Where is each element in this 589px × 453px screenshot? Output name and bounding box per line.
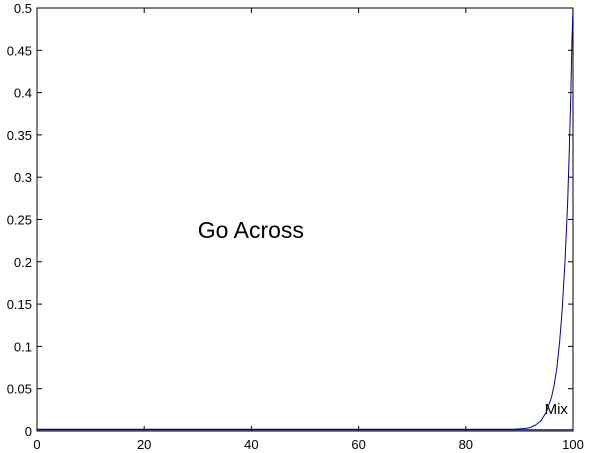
annotation-mix: Mix [545, 401, 569, 418]
annotations: Go Across Mix [198, 217, 569, 418]
y-tick-label: 0.45 [7, 43, 32, 58]
annotation-go-across: Go Across [198, 217, 304, 243]
x-tick-label: 60 [351, 437, 365, 452]
x-tick-label: 100 [562, 437, 584, 452]
y-tick-label: 0.15 [7, 297, 32, 312]
x-tick-label: 80 [459, 437, 473, 452]
plot-frame [36, 7, 574, 432]
x-tick-label: 0 [33, 437, 40, 452]
y-tick-label: 0.3 [14, 170, 32, 185]
plot-area [36, 7, 574, 432]
y-tick-label: 0.5 [14, 1, 32, 16]
x-tick-label: 20 [137, 437, 151, 452]
y-tick-label: 0.35 [7, 128, 32, 143]
y-tick-label: 0.05 [7, 382, 32, 397]
y-tick-label: 0.2 [14, 255, 32, 270]
axes: 0 20 40 60 80 100 0 0.05 0.1 0.15 0.2 0.25 0.3 0.35 0.… [7, 1, 584, 452]
y-tick-label: 0.4 [14, 86, 32, 101]
x-tick-label: 40 [244, 437, 258, 452]
y-tick-label: 0 [25, 424, 32, 439]
y-tick-label: 0.25 [7, 213, 32, 228]
y-tick-label: 0.1 [14, 339, 32, 354]
